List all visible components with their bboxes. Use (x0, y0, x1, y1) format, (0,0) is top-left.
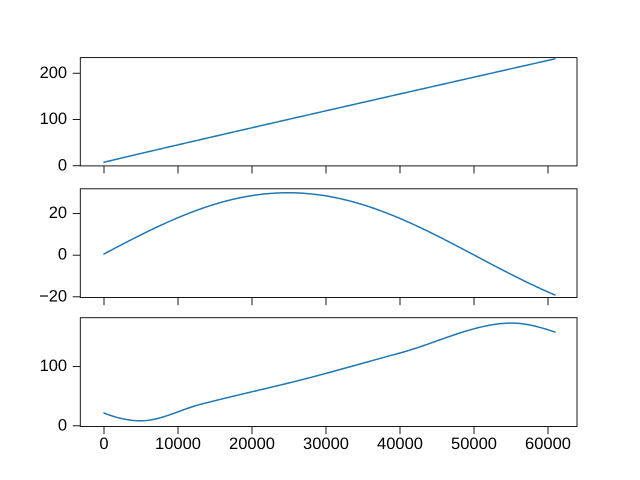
svg-text:100: 100 (40, 357, 68, 375)
svg-text:60000: 60000 (525, 435, 571, 453)
svg-text:10000: 10000 (155, 435, 201, 453)
svg-text:20000: 20000 (229, 435, 275, 453)
svg-text:50000: 50000 (451, 435, 497, 453)
svg-text:30000: 30000 (303, 435, 349, 453)
svg-text:0: 0 (58, 416, 67, 434)
svg-text:0: 0 (58, 156, 67, 174)
svg-text:20: 20 (49, 204, 67, 222)
svg-text:40000: 40000 (377, 435, 423, 453)
svg-text:100: 100 (40, 110, 68, 128)
svg-text:−20: −20 (39, 287, 67, 305)
svg-text:200: 200 (40, 64, 68, 82)
svg-text:0: 0 (58, 246, 67, 264)
svg-text:0: 0 (99, 435, 108, 453)
